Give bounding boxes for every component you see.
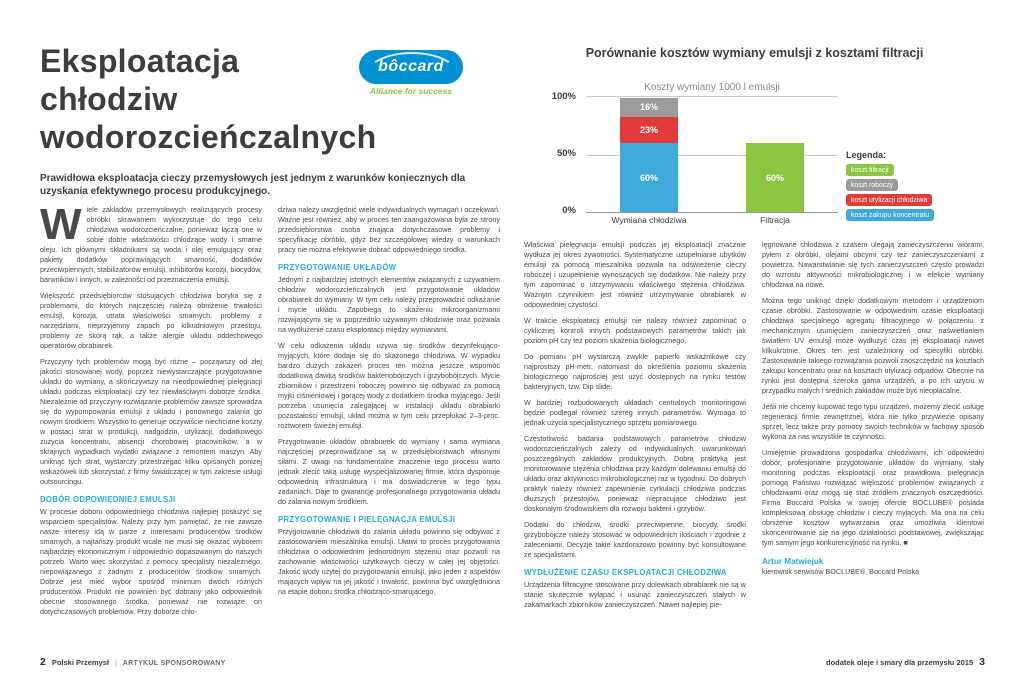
body-paragraph: Jednym z najbardziej istotnych elementów… [278, 275, 500, 334]
article-lead: Prawidłowa eksploatacja cieczy przemysło… [40, 173, 466, 197]
boccard-logo: bôccard Alliance for success [350, 50, 472, 96]
bar-segment-label: 16% [639, 102, 658, 113]
ytick-100: 100% [551, 91, 576, 102]
bar-segment-label: 60% [765, 172, 784, 183]
chart-legend: Legenda: koszt filtracji koszt roboczy kos… [846, 150, 984, 224]
dropcap: W [40, 205, 82, 249]
left-footer: 2 Polski Przemysł | ARTYKUŁ SPONSOROWANY [40, 656, 500, 668]
footer-separator: | [114, 660, 117, 667]
logo-mark: bôccard [359, 50, 463, 84]
chart-legend-items: koszt filtracji koszt roboczy koszt utyliz… [846, 164, 984, 221]
body-paragraph: Umiejętnie prowadzona gospodarka chłodzi… [762, 448, 984, 547]
chart-bars: 16% 23% 60% 60% [586, 97, 838, 212]
legend-item: koszt filtracji [846, 164, 894, 176]
bar-segment: 16% [620, 98, 678, 117]
cost-comparison-chart: Porównanie kosztów wymiany emulsji z kos… [524, 46, 985, 246]
body-paragraph: Większość przedsiębiorców stosujących ch… [40, 291, 262, 350]
article-type-label: ARTYKUŁ SPONSOROWANY [122, 660, 226, 667]
gridline-50 [586, 154, 838, 156]
left-page: Eksploatacja chłodziw wodorozcieńczalnyc… [40, 0, 500, 694]
ytick-0: 0% [562, 205, 576, 216]
body-paragraph: Jeśli nie chcemy kupować tego typu urząd… [762, 402, 984, 441]
logo-swoosh-icon [365, 52, 459, 84]
right-page-columns: Właściwa pielęgnacja emulsji podczas jej… [524, 240, 984, 650]
bar-segment: 60% [620, 143, 678, 212]
title-line-2: chłodziw [40, 81, 178, 117]
right-column-1: Właściwa pielęgnacja emulsji podczas jej… [524, 240, 746, 650]
x-axis-label: Filtracja [760, 215, 790, 225]
bar-segment-label: 23% [639, 124, 658, 135]
ytick-50: 50% [556, 148, 576, 159]
bar-segment: 60% [746, 143, 804, 212]
right-footer: dodatek oleje i smary dla przemysłu 2015… [524, 656, 985, 668]
section-heading: DOBÓR ODPOWIEDNIEJ EMULSJI [40, 495, 176, 504]
body-paragraph: Do pomiaru pH wystarczą zwykłe papierki … [524, 352, 746, 391]
section-heading: PRZYGOTOWANIE UKŁADÓW [278, 263, 397, 272]
bar-segment: 23% [620, 116, 678, 143]
legend-item: koszt utylizacji chłodziwa [846, 194, 933, 206]
body-paragraph: Dodatki do chłodziw, środki przeciwpienn… [524, 520, 746, 559]
chart-plot: 16% 23% 60% 60% [586, 96, 838, 213]
body-paragraph: W celu odkażenia układu używa się środkó… [278, 341, 500, 430]
body-paragraph: W trakcie eksploatacji emulsji nie należ… [524, 316, 746, 345]
right-page: Porównanie kosztów wymiany emulsji z kos… [524, 0, 985, 694]
chart-x-labels: Wymiana chłodziwa Filtracja [586, 215, 838, 225]
body-paragraph: lęgnowane chłodziwa z czasem ulegają zan… [762, 240, 984, 289]
author-role: kierownik serwisów BOCLUBE®, Boccard Pol… [762, 567, 920, 576]
page-number-right: 3 [979, 656, 985, 668]
body-paragraph: Właściwa pielęgnacja emulsji podczas jej… [524, 240, 746, 309]
bar-1: 16% 23% 60% [620, 98, 678, 212]
section-heading: PRZYGOTOWANIE I PIELĘGNACJA EMULSJI [278, 515, 456, 524]
body-paragraph: dziwa należy uwzględnić wiele indywidual… [278, 205, 500, 254]
body-paragraph: Urządzenia filtracyjne stosowane przy do… [524, 580, 746, 609]
body-paragraph: W bardziej rozbudowanych układach centra… [524, 398, 746, 427]
y-axis-labels: 100% 50% 0% [524, 91, 580, 216]
chart-title: Porównanie kosztów wymiany emulsji z kos… [585, 46, 924, 60]
body-paragraph: Przygotowanie układów obrabiarek do wymi… [278, 437, 500, 506]
page-number-left: 2 [40, 656, 46, 668]
body-paragraph: Można tego uniknąć dzięki dodatkowym met… [762, 296, 984, 395]
footer-edition-label: dodatek oleje i smary dla przemysłu 2015 [826, 658, 974, 667]
logo-text: bôccard [378, 58, 444, 75]
legend-title: Legenda: [846, 150, 887, 160]
bar-segment-label: 60% [639, 172, 658, 183]
title-line-3: wodorozcieńczalnych [40, 119, 377, 155]
body-paragraph: W procesie doboru odpowiedniego chłodziw… [40, 507, 262, 616]
body-paragraph: Przyczyny tych problemów mogą być różne … [40, 357, 262, 486]
left-column-2: dziwa należy uwzględnić wiele indywidual… [278, 205, 500, 651]
logo-tagline: Alliance for success [369, 86, 453, 96]
legend-item: koszt roboczy [846, 179, 899, 191]
legend-item: koszt zakupu koncentratu [846, 209, 935, 221]
article-title: Eksploatacja chłodziw wodorozcieńczalnyc… [40, 42, 376, 156]
body-paragraph: Przygotowanie chłodziwa do zalania układ… [278, 527, 500, 596]
chart-subtitle: Koszty wymiany 1000 l emulsji [644, 82, 780, 93]
author-name: Artur Matwiejuk [762, 557, 824, 566]
body-paragraph: Częstotliwość badania podstawowych param… [524, 434, 746, 513]
section-heading: WYDŁUŻENIE CZASU EKSPLOATACJI CHŁODZIWA [524, 568, 727, 577]
right-column-2: lęgnowane chłodziwa z czasem ulegają zan… [762, 240, 984, 650]
magazine-name: Polski Przemysł [51, 658, 109, 667]
bar-2: 60% [746, 143, 804, 212]
title-line-1: Eksploatacja [40, 43, 240, 79]
x-axis-label: Wymiana chłodziwa [611, 215, 687, 225]
